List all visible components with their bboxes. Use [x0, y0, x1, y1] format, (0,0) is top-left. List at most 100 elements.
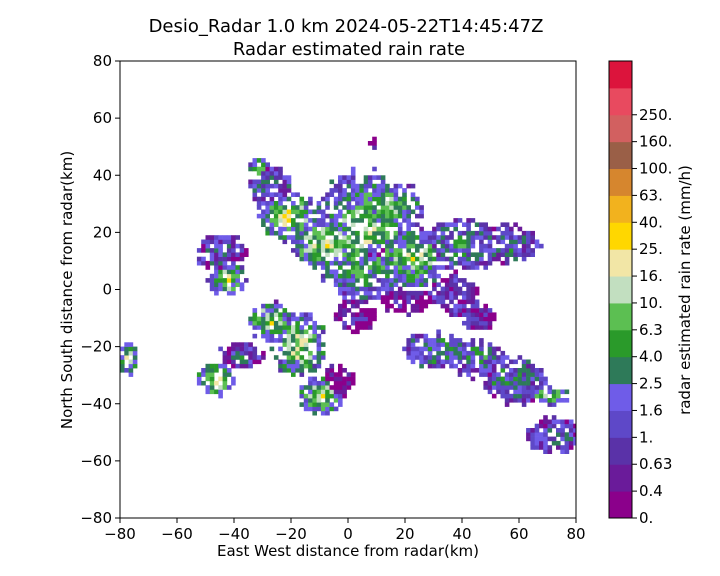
rain-pixel	[565, 432, 570, 437]
rain-pixel	[569, 437, 574, 442]
rain-pixel	[312, 364, 317, 369]
rain-pixel	[475, 252, 480, 257]
rain-pixel	[505, 390, 510, 395]
rain-pixel	[488, 235, 493, 240]
rain-pixel	[402, 257, 407, 262]
rain-pixel	[265, 304, 270, 309]
rain-pixel	[342, 222, 347, 227]
rain-pixel	[394, 184, 399, 189]
rain-pixel	[479, 227, 484, 232]
rain-pixel	[411, 244, 416, 249]
rain-pixel	[556, 445, 561, 450]
rain-pixel	[466, 235, 471, 240]
rain-pixel	[419, 205, 424, 210]
rain-pixel	[488, 321, 493, 326]
colorbar-tick-label: 100.	[639, 160, 672, 178]
rain-pixel	[406, 274, 411, 279]
rain-pixel	[560, 424, 565, 429]
rain-pixel	[283, 308, 288, 313]
rain-pixel	[364, 205, 369, 210]
rain-pixel	[321, 355, 326, 360]
rain-pixel	[526, 390, 531, 395]
rain-pixel	[436, 347, 441, 352]
rain-pixel	[424, 261, 429, 266]
rain-pixel	[419, 334, 424, 339]
rain-pixel	[342, 321, 347, 326]
rain-pixel	[398, 291, 403, 296]
rain-pixel	[539, 437, 544, 442]
rain-pixel	[364, 201, 369, 206]
rain-pixel	[462, 252, 467, 257]
rain-pixel	[235, 257, 240, 262]
rain-pixel	[424, 252, 429, 257]
rain-pixel	[334, 274, 339, 279]
rain-pixel	[223, 355, 228, 360]
rain-pixel	[428, 231, 433, 236]
rain-pixel	[462, 257, 467, 262]
rain-pixel	[385, 261, 390, 266]
rain-pixel	[338, 188, 343, 193]
rain-pixel	[483, 308, 488, 313]
rain-pixel	[206, 265, 211, 270]
rain-pixel	[325, 252, 330, 257]
rain-pixel	[488, 244, 493, 249]
rain-pixel	[300, 330, 305, 335]
rain-pixel	[355, 205, 360, 210]
rain-pixel	[415, 248, 420, 253]
rain-pixel	[330, 248, 335, 253]
rain-pixel	[436, 240, 441, 245]
rain-pixel	[214, 265, 219, 270]
rain-pixel	[479, 364, 484, 369]
rain-pixel	[278, 171, 283, 176]
rain-pixel	[334, 218, 339, 223]
rain-pixel	[488, 342, 493, 347]
rain-pixel	[325, 394, 330, 399]
rain-pixel	[436, 248, 441, 253]
rain-pixel	[530, 240, 535, 245]
rain-pixel	[505, 381, 510, 386]
rain-pixel	[419, 257, 424, 262]
rain-pixel	[377, 257, 382, 262]
rain-pixel	[381, 214, 386, 219]
rain-pixel	[441, 360, 446, 365]
colorbar-tick-label: 1.	[639, 428, 653, 446]
rain-pixel	[334, 317, 339, 322]
rain-pixel	[419, 270, 424, 275]
rain-pixel	[458, 304, 463, 309]
rain-pixel	[428, 351, 433, 356]
rain-pixel	[530, 248, 535, 253]
rain-pixel	[449, 222, 454, 227]
rain-pixel	[342, 278, 347, 283]
rain-pixel	[543, 381, 548, 386]
rain-pixel	[368, 291, 373, 296]
rain-pixel	[543, 377, 548, 382]
rain-pixel	[381, 227, 386, 232]
rain-pixel	[402, 308, 407, 313]
rain-pixel	[325, 240, 330, 245]
rain-pixel	[274, 171, 279, 176]
rain-pixel	[389, 210, 394, 215]
rain-pixel	[129, 360, 134, 365]
rain-pixel	[240, 360, 245, 365]
rain-pixel	[244, 248, 249, 253]
rain-pixel	[304, 227, 309, 232]
rain-pixel	[351, 210, 356, 215]
rain-pixel	[342, 205, 347, 210]
rain-pixel	[565, 445, 570, 450]
rain-pixel	[513, 372, 518, 377]
colorbar-segment	[609, 437, 632, 464]
rain-pixel	[312, 411, 317, 416]
rain-pixel	[304, 231, 309, 236]
rain-pixel	[483, 360, 488, 365]
rain-pixel	[227, 257, 232, 262]
rain-pixel	[210, 385, 215, 390]
rain-pixel	[483, 222, 488, 227]
rain-pixel	[453, 240, 458, 245]
rain-pixel	[513, 235, 518, 240]
rain-pixel	[372, 192, 377, 197]
rain-pixel	[124, 342, 129, 347]
rain-pixel	[381, 192, 386, 197]
rain-pixel	[453, 304, 458, 309]
rain-pixel	[406, 278, 411, 283]
rain-pixel	[334, 235, 339, 240]
